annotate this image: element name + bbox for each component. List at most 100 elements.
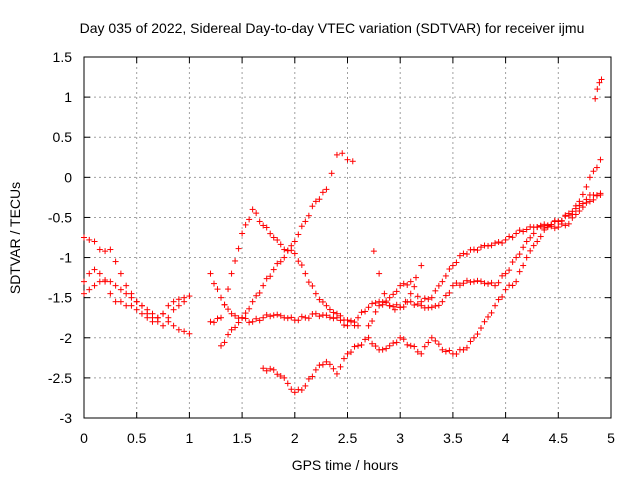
data-point bbox=[583, 183, 590, 190]
y-tick-label: -1.5 bbox=[48, 290, 72, 306]
data-point bbox=[316, 313, 323, 320]
data-point bbox=[228, 270, 235, 277]
data-point bbox=[253, 292, 260, 299]
data-point bbox=[96, 246, 103, 253]
data-point bbox=[411, 343, 418, 350]
data-point bbox=[428, 304, 435, 311]
data-point bbox=[502, 236, 509, 243]
y-tick-label: 1.5 bbox=[53, 49, 73, 65]
data-point bbox=[513, 254, 520, 261]
data-point bbox=[372, 343, 379, 350]
data-point bbox=[502, 270, 509, 277]
data-point bbox=[323, 312, 330, 319]
data-point bbox=[425, 339, 432, 346]
data-point bbox=[326, 361, 333, 368]
data-point bbox=[463, 344, 470, 351]
x-tick-label: 2.5 bbox=[338, 430, 358, 446]
data-point bbox=[495, 239, 502, 246]
data-point bbox=[555, 224, 562, 231]
data-point bbox=[442, 272, 449, 279]
data-point bbox=[379, 346, 386, 353]
data-point bbox=[499, 293, 506, 300]
data-point bbox=[596, 79, 603, 86]
data-point bbox=[235, 245, 242, 252]
data-point bbox=[284, 315, 291, 322]
data-point bbox=[249, 298, 256, 305]
data-point bbox=[305, 375, 312, 382]
data-point bbox=[520, 262, 527, 269]
data-point bbox=[181, 298, 188, 305]
data-point bbox=[270, 266, 277, 273]
data-point bbox=[598, 76, 605, 83]
data-point bbox=[186, 330, 193, 337]
data-point bbox=[242, 221, 249, 228]
data-point bbox=[594, 86, 601, 93]
data-point bbox=[225, 286, 232, 293]
data-point bbox=[460, 346, 467, 353]
data-point bbox=[91, 266, 98, 273]
data-point bbox=[256, 317, 263, 324]
data-point bbox=[165, 314, 172, 321]
data-point bbox=[207, 318, 214, 325]
data-point bbox=[432, 287, 439, 294]
data-point bbox=[235, 319, 242, 326]
data-point bbox=[86, 270, 93, 277]
data-point bbox=[267, 230, 274, 237]
data-point bbox=[534, 238, 541, 245]
data-point bbox=[391, 306, 398, 313]
data-point bbox=[207, 270, 214, 277]
data-point bbox=[460, 280, 467, 287]
data-point bbox=[270, 234, 277, 241]
data-point bbox=[175, 302, 182, 309]
data-point bbox=[112, 258, 119, 265]
data-point bbox=[128, 302, 135, 309]
data-point bbox=[186, 293, 193, 300]
data-point bbox=[228, 326, 235, 333]
data-point bbox=[428, 294, 435, 301]
data-point bbox=[277, 241, 284, 248]
data-point bbox=[330, 365, 337, 372]
data-point bbox=[506, 267, 513, 274]
data-point bbox=[355, 342, 362, 349]
data-point bbox=[218, 294, 225, 301]
data-point bbox=[446, 266, 453, 273]
data-point bbox=[274, 371, 281, 378]
data-point bbox=[288, 314, 295, 321]
y-tick-label: 0.5 bbox=[53, 129, 73, 145]
data-point bbox=[376, 270, 383, 277]
data-point bbox=[404, 281, 411, 288]
data-point bbox=[305, 212, 312, 219]
data-point bbox=[569, 211, 576, 218]
data-point bbox=[246, 216, 253, 223]
data-point bbox=[446, 289, 453, 296]
data-point bbox=[339, 150, 346, 157]
data-point bbox=[256, 218, 263, 225]
data-point bbox=[175, 326, 182, 333]
data-point bbox=[349, 158, 356, 165]
data-point bbox=[96, 270, 103, 277]
x-axis-label: GPS time / hours bbox=[292, 457, 399, 473]
data-point bbox=[397, 282, 404, 289]
data-point bbox=[506, 233, 513, 240]
data-point bbox=[439, 346, 446, 353]
data-point bbox=[404, 341, 411, 348]
data-point bbox=[316, 362, 323, 369]
x-tick-label: 4 bbox=[502, 430, 510, 446]
data-point bbox=[413, 274, 420, 281]
data-point bbox=[456, 282, 463, 289]
data-point bbox=[298, 387, 305, 394]
data-point bbox=[312, 310, 319, 317]
x-tick-label: 1.5 bbox=[232, 430, 252, 446]
data-point bbox=[96, 278, 103, 285]
data-point bbox=[270, 366, 277, 373]
data-point bbox=[260, 365, 267, 372]
data-point bbox=[397, 304, 404, 311]
data-point bbox=[499, 272, 506, 279]
data-point bbox=[81, 290, 87, 297]
data-point bbox=[463, 251, 470, 258]
data-point bbox=[432, 302, 439, 309]
data-point bbox=[421, 343, 428, 350]
data-point bbox=[418, 298, 425, 305]
data-point bbox=[393, 301, 400, 308]
data-point bbox=[246, 305, 253, 312]
